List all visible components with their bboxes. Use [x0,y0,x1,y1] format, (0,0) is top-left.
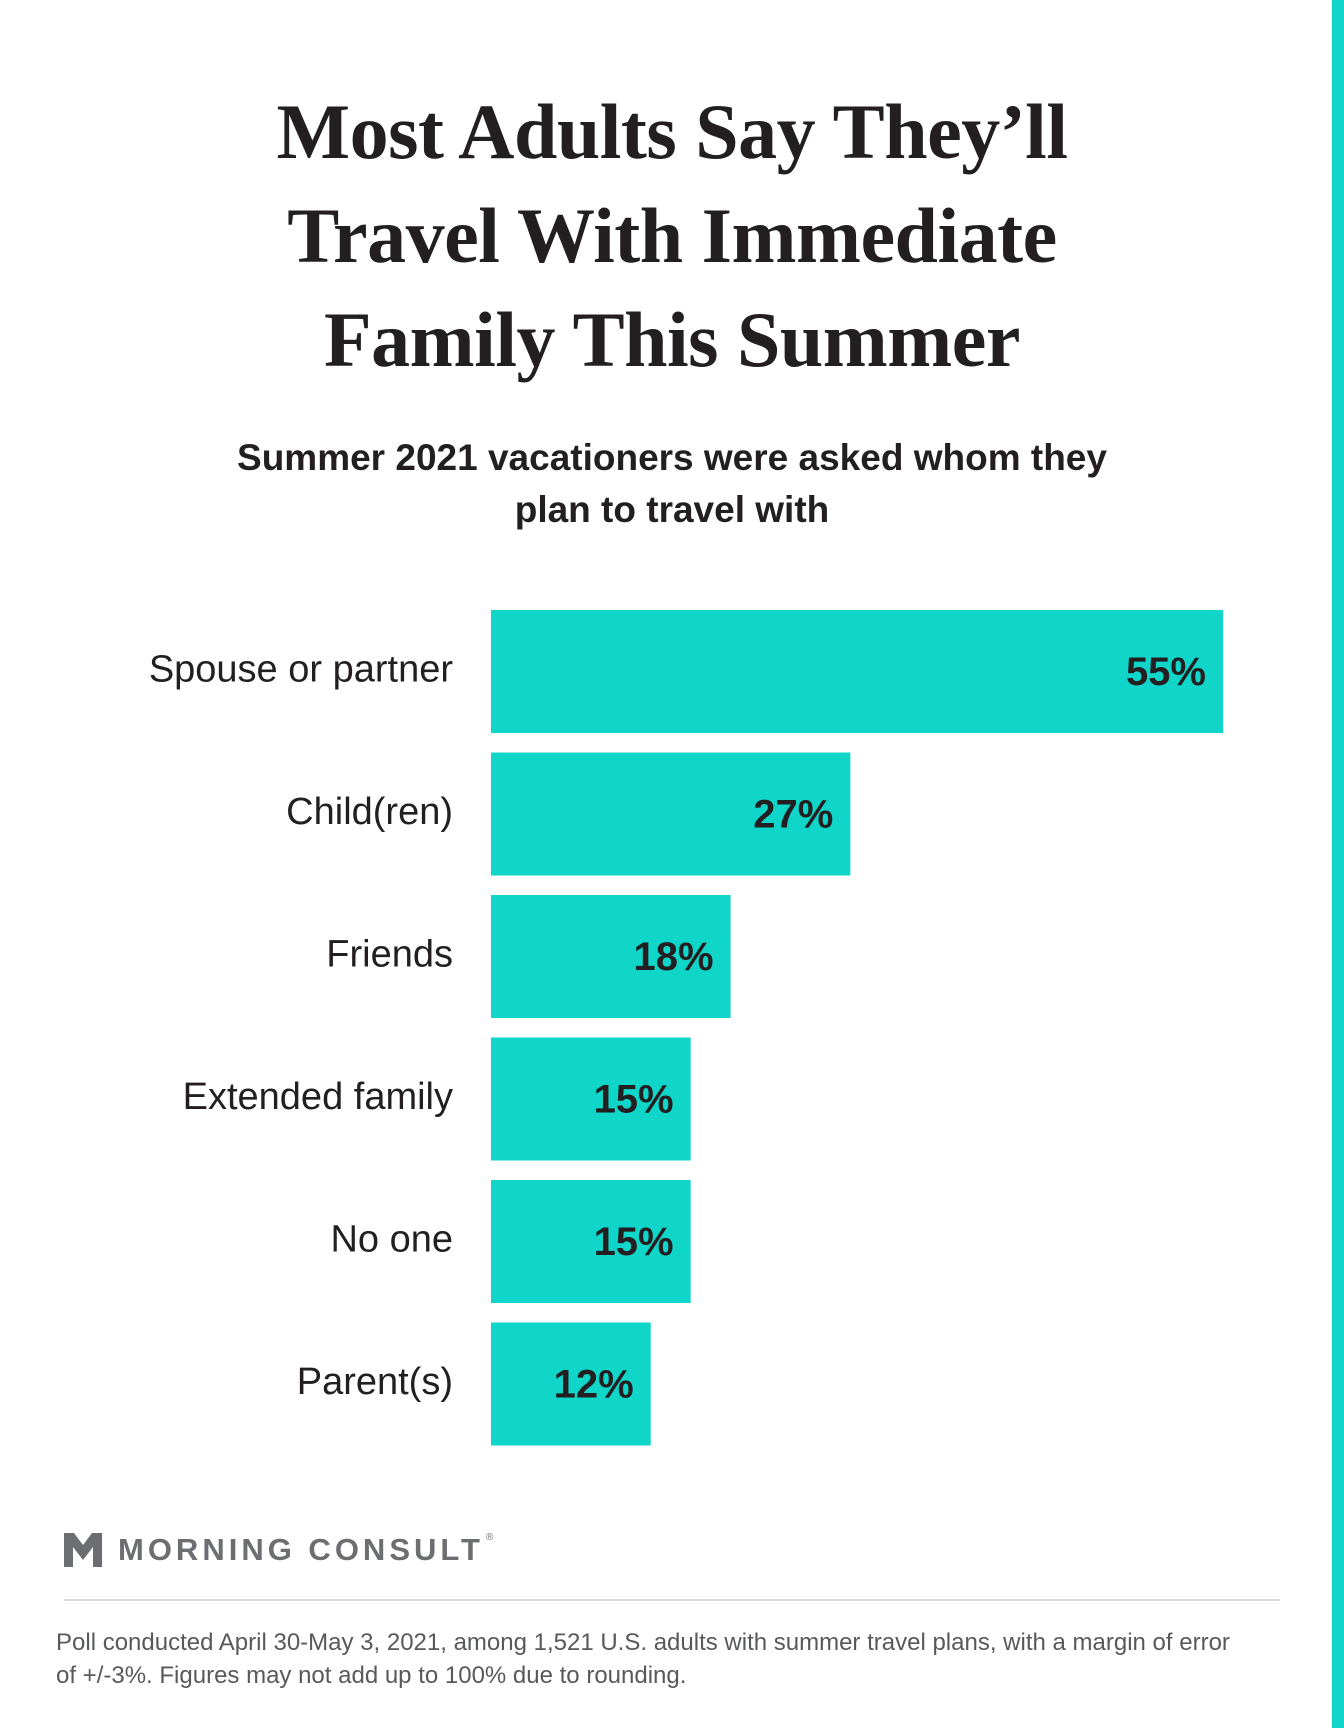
category-label: Spouse or partner [149,649,454,691]
chart-title: Most Adults Say They’ll Travel With Imme… [276,88,1068,383]
methodology-footnote: Poll conducted April 30-May 3, 2021, amo… [56,1629,1230,1689]
bar-chart: Spouse or partner 55% Child(ren) 27% Friends… [149,610,1223,1446]
bar-parent-s [491,1322,651,1446]
registered-mark: ® [485,1532,494,1543]
category-label: Friends [326,934,453,976]
chart-subtitle: Summer 2021 vacationers were asked whom … [237,437,1107,530]
data-label: 55% [1126,650,1206,694]
category-label: Child(ren) [286,791,453,833]
data-label: 18% [634,935,714,979]
bar-child-ren [491,752,851,876]
category-label: Extended family [183,1076,453,1118]
data-label: 27% [753,793,833,837]
bar-extended-family [491,1037,691,1161]
data-label: 15% [594,1220,674,1264]
bar-no-one [491,1180,691,1303]
morning-consult-logo-icon [64,1533,102,1567]
brand-name: MORNING CONSULT [118,1532,484,1567]
footer-divider [64,1599,1280,1601]
bar-friends [491,895,731,1018]
category-label: No one [330,1219,453,1261]
bar-spouse-or-partner [491,610,1223,733]
data-label: 15% [594,1078,674,1122]
accent-edge-bar [1332,0,1344,1728]
data-label: 12% [554,1363,634,1407]
category-label: Parent(s) [297,1361,453,1403]
brand-logo: MORNING CONSULT ® [64,1530,493,1570]
